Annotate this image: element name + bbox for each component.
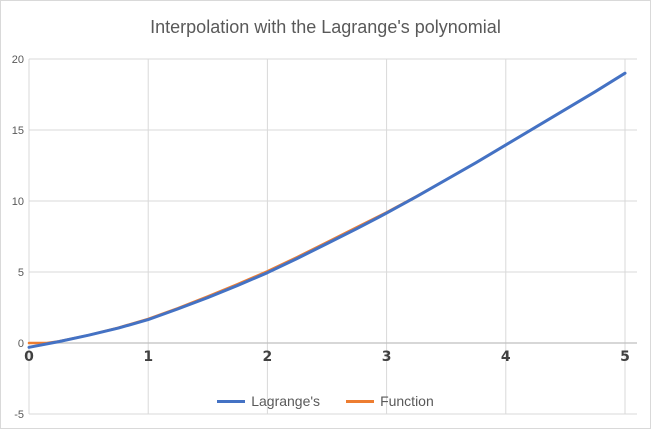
series-lines xyxy=(27,71,627,349)
x-tick-label: 3 xyxy=(382,349,392,365)
tick-labels: 0 1 2 3 4 5 -5 0 5 10 15 20 xyxy=(12,54,630,421)
legend-label-lagrange: Lagrange's xyxy=(251,393,321,409)
legend-label-function: Function xyxy=(380,393,434,409)
x-tick-label: 1 xyxy=(143,349,153,365)
series-line-lagrange xyxy=(27,71,627,349)
legend-swatch-lagrange xyxy=(217,399,246,403)
gridlines xyxy=(28,58,637,415)
y-tick-label: -5 xyxy=(14,409,24,421)
legend-item-lagrange[interactable]: Lagrange's xyxy=(217,393,320,409)
series-line-function xyxy=(27,71,627,345)
legend: Lagrange's Function xyxy=(0,393,651,409)
x-tick-label: 4 xyxy=(501,349,511,365)
legend-swatch-function xyxy=(346,399,375,403)
x-tick-label: 0 xyxy=(24,349,34,365)
x-tick-label: 2 xyxy=(263,349,273,365)
y-tick-label: 0 xyxy=(18,338,24,350)
y-tick-label: 15 xyxy=(12,125,24,137)
x-tick-label: 5 xyxy=(620,349,630,365)
y-tick-label: 5 xyxy=(18,267,24,279)
y-tick-label: 20 xyxy=(12,54,24,66)
chart-title: Interpolation with the Lagrange's polyno… xyxy=(150,17,501,37)
y-tick-label: 10 xyxy=(12,196,24,208)
legend-item-function[interactable]: Function xyxy=(346,393,434,409)
